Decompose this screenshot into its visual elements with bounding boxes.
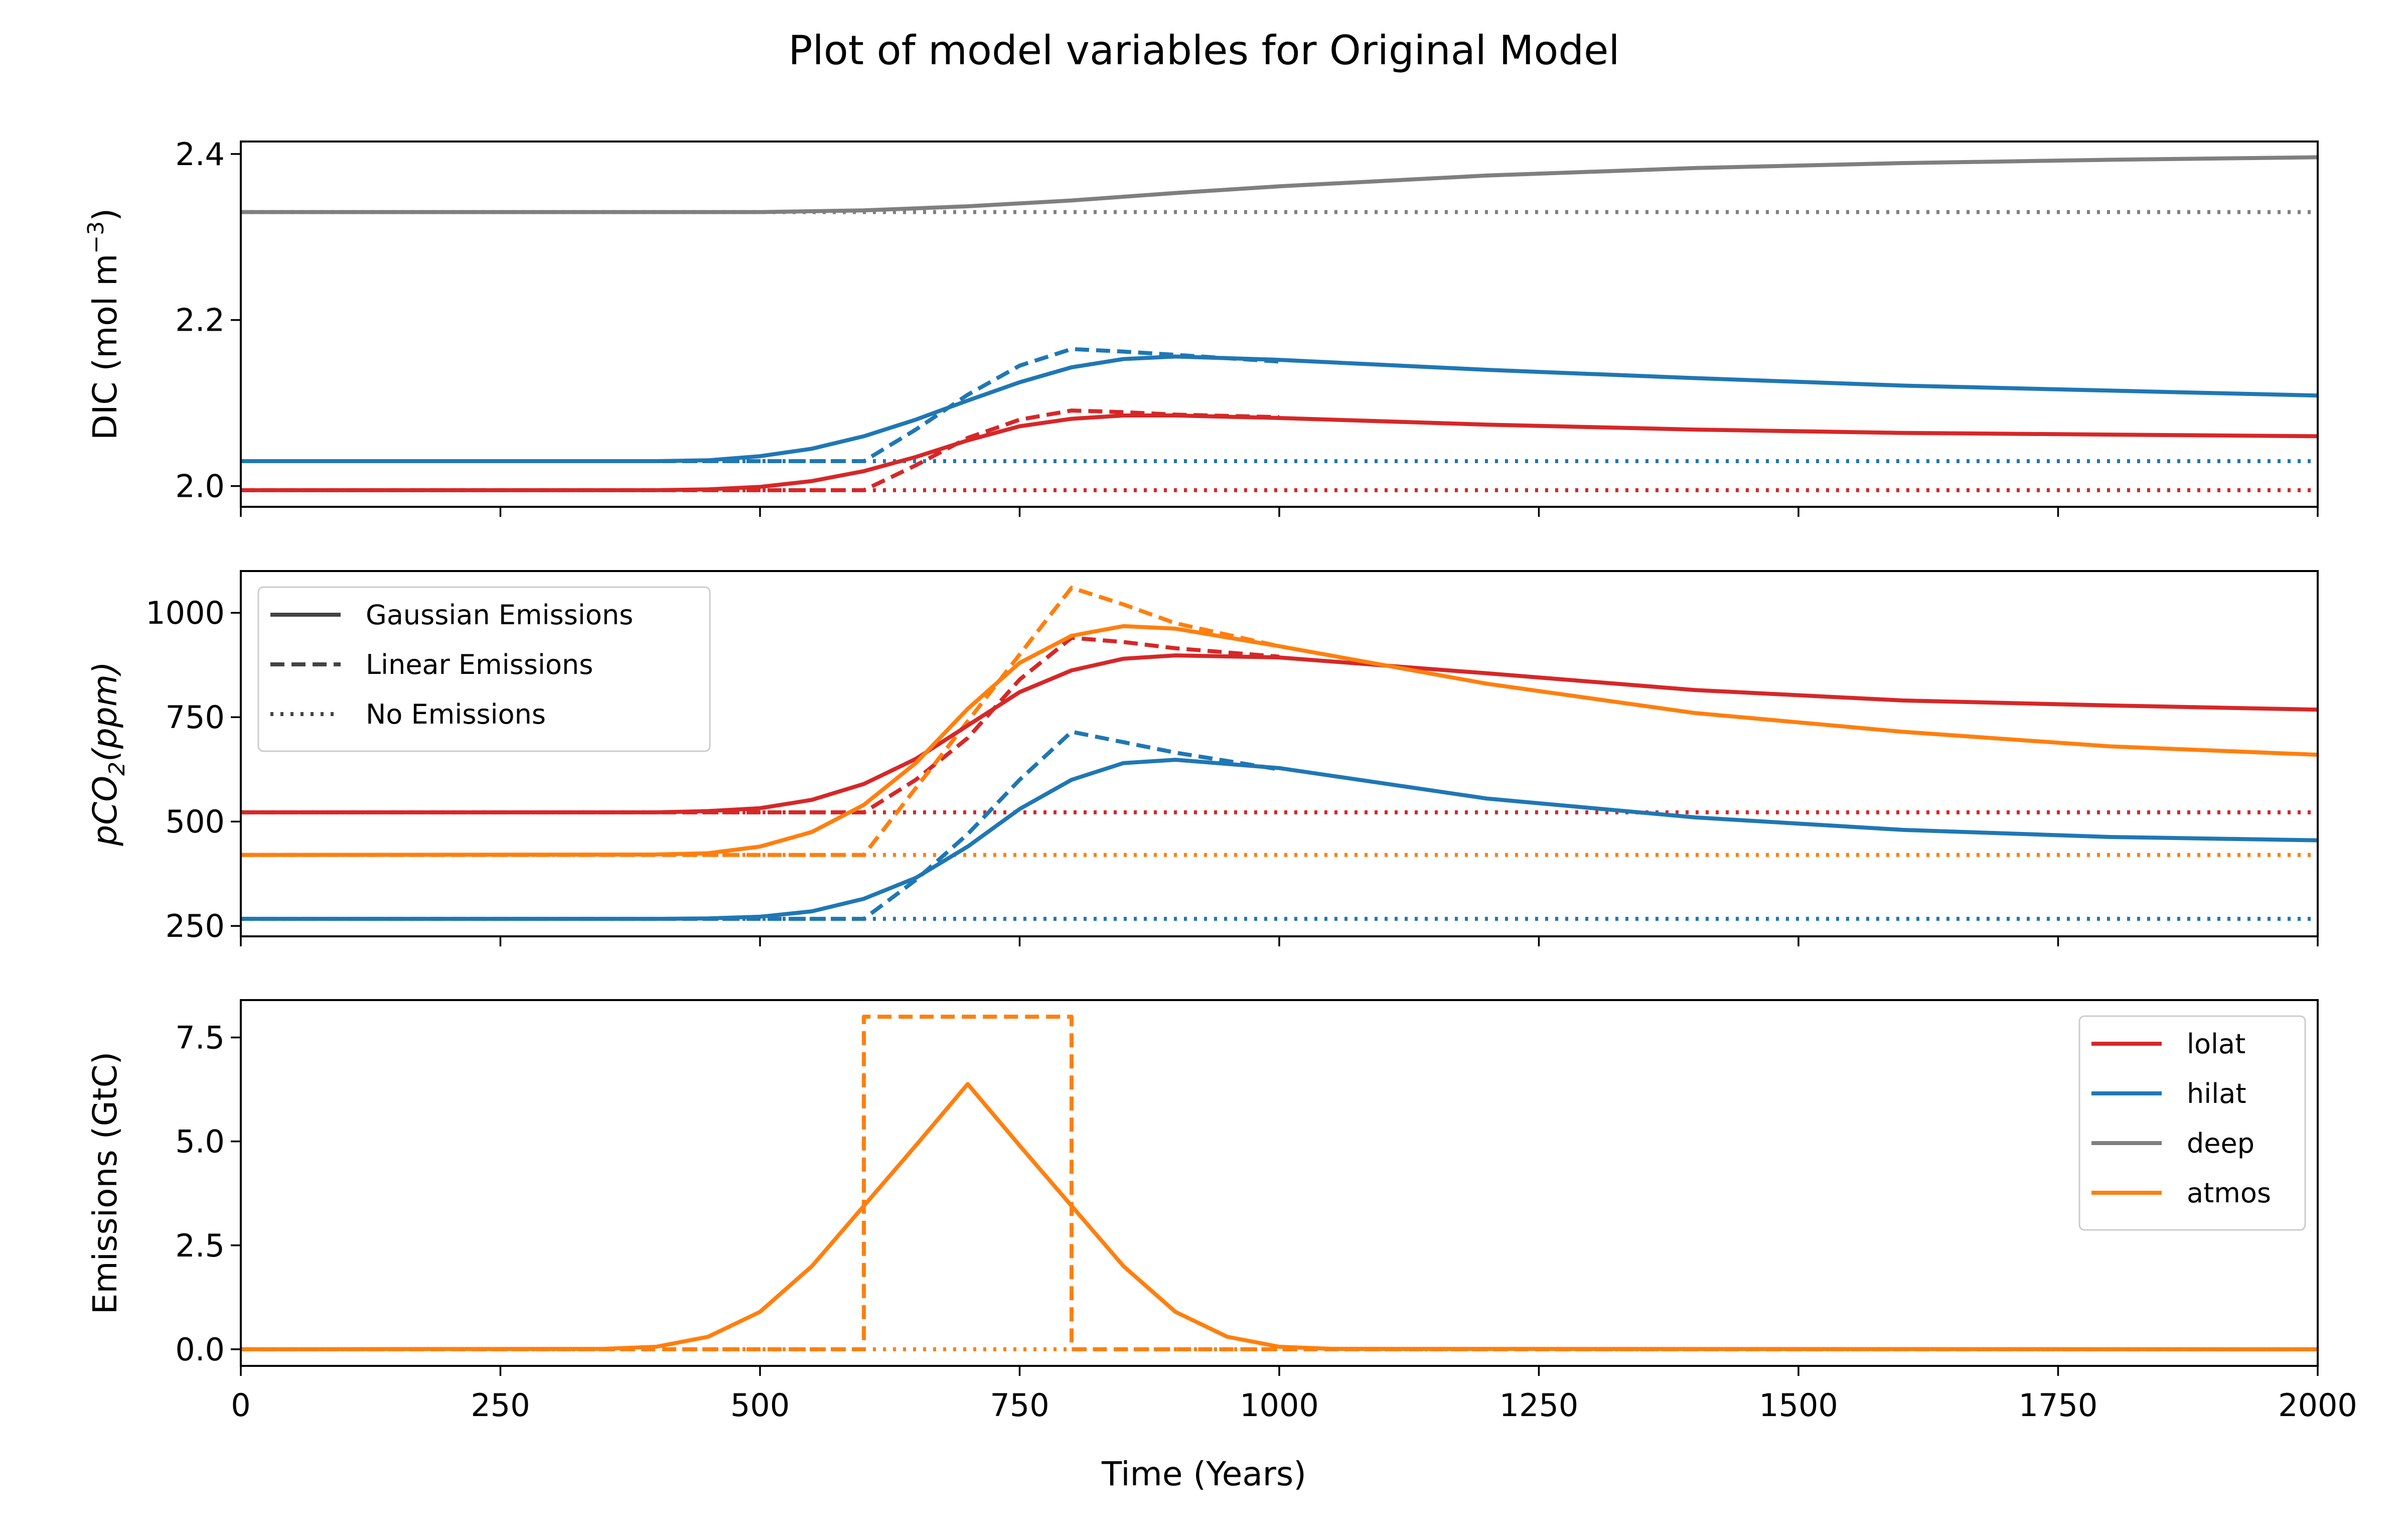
x-tick-label: 500	[730, 1387, 790, 1424]
y-tick-label: 5.0	[175, 1124, 225, 1160]
legend-label-deep: deep	[2187, 1128, 2254, 1159]
y-tick-label: 2.5	[175, 1227, 225, 1264]
chart-title: Plot of model variables for Original Mod…	[788, 27, 1619, 74]
color-legend-box	[2078, 1015, 2306, 1231]
x-tick-label: 250	[471, 1387, 530, 1424]
panel-3-plot-area	[241, 1015, 2318, 1351]
x-tick-label: 0	[231, 1387, 250, 1424]
legend-label-atmos: atmos	[2187, 1177, 2271, 1209]
x-axis-label: Time (Years)	[1101, 1455, 1306, 1493]
series-atmos-dashed	[241, 586, 1280, 857]
x-tick-label: 2000	[2278, 1387, 2357, 1424]
y-axis-label-panel-1: DIC (mol m−3)	[83, 208, 124, 440]
y-tick-label: 1000	[145, 595, 225, 631]
y-axis-label-panel-2: pCO2(ppm)	[86, 661, 130, 847]
y-tick-label: 2.2	[175, 302, 225, 339]
x-tick-label: 1500	[1759, 1387, 1838, 1424]
y-tick-label: 0.0	[175, 1331, 225, 1368]
y-tick-label: 7.5	[175, 1020, 225, 1056]
series-lolat-solid	[241, 413, 2318, 492]
legend-label-hilat: hilat	[2187, 1078, 2246, 1109]
legend-label-dotted: No Emissions	[366, 698, 546, 730]
style-legend-box	[257, 586, 711, 752]
y-tick-label: 750	[166, 699, 225, 736]
y-tick-label: 250	[166, 908, 225, 944]
series-atmos-solid	[241, 1082, 2318, 1351]
series-deep-solid	[241, 155, 2318, 214]
y-axis-label-panel-3: Emissions (GtC)	[86, 1052, 124, 1315]
series-lolat-solid	[241, 653, 2318, 814]
series-hilat-solid	[241, 354, 2318, 463]
x-tick-label: 1750	[2019, 1387, 2098, 1424]
legend-label-lolat: lolat	[2187, 1028, 2245, 1060]
panel-2-plot-area	[241, 586, 2318, 921]
series-hilat-dashed	[241, 730, 1280, 921]
series-hilat-solid	[241, 758, 2318, 921]
y-tick-label: 500	[166, 803, 225, 840]
panel-1-plot-area	[241, 155, 2318, 492]
x-tick-label: 1000	[1240, 1387, 1319, 1424]
x-tick-label: 1250	[1499, 1387, 1579, 1424]
y-tick-label: 2.0	[175, 468, 225, 505]
series-atmos-solid	[241, 624, 2318, 857]
series-lolat-dashed	[241, 636, 1280, 814]
series-atmos-dashed	[241, 1015, 2318, 1351]
x-tick-label: 750	[990, 1387, 1049, 1424]
legend-label-dashed: Linear Emissions	[366, 649, 593, 680]
y-tick-label: 2.4	[175, 136, 225, 173]
series-hilat-dashed	[241, 347, 1280, 463]
legend-label-solid: Gaussian Emissions	[366, 599, 633, 631]
